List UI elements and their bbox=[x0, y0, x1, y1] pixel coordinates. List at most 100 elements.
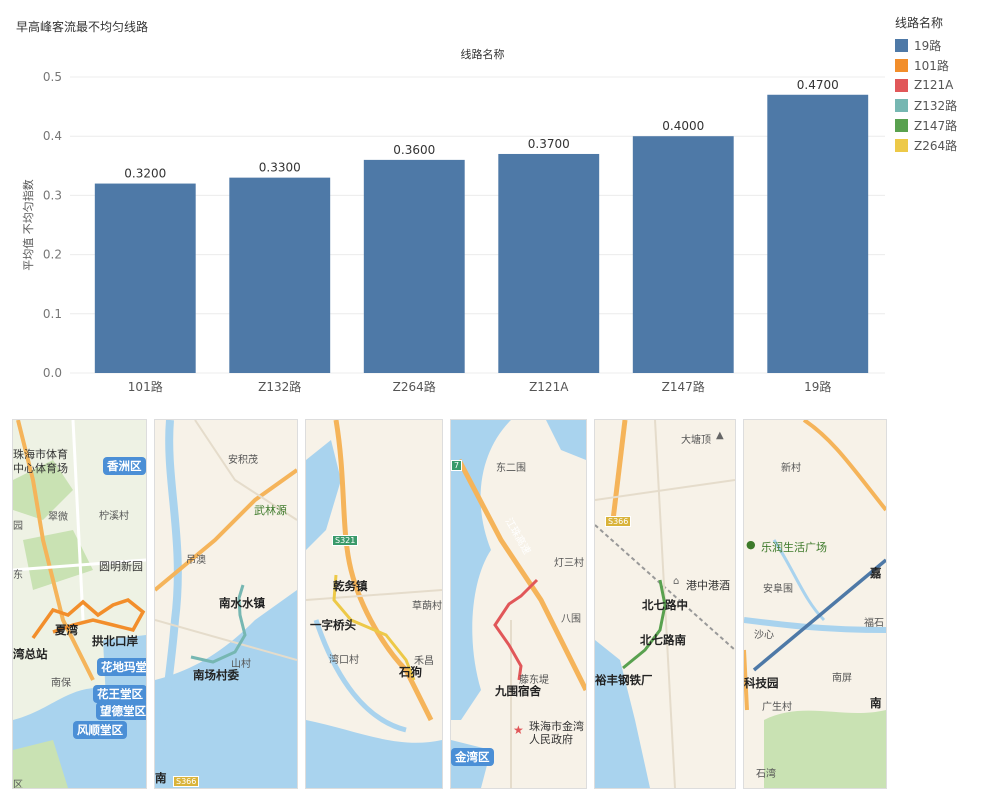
bar-value-label: 0.3200 bbox=[124, 167, 166, 181]
legend-swatch bbox=[895, 118, 908, 132]
y-axis-label: 平均值 不均匀指数 bbox=[21, 179, 35, 271]
map-label: 拱北口岸 bbox=[92, 634, 138, 648]
map-label: 南水水镇 bbox=[219, 596, 265, 610]
legend-label: Z264路 bbox=[914, 138, 958, 153]
map-label: 科技园 bbox=[744, 676, 779, 690]
map-panel-101[interactable]: 珠海市体育 中心体育场 翠微 柠溪村 圆明新园 夏湾 拱北口岸 湾总站 南保 园… bbox=[12, 419, 147, 789]
map-label: 中心体育场 bbox=[13, 462, 68, 475]
district-chip: 花地玛堂 bbox=[97, 658, 146, 676]
legend-item-z132[interactable]: Z132路 bbox=[895, 95, 957, 115]
y-tick-label: 0.5 bbox=[43, 70, 62, 84]
legend-item-z147[interactable]: Z147路 bbox=[895, 115, 957, 135]
legend-label: Z121A bbox=[914, 78, 954, 92]
map-background bbox=[306, 420, 442, 788]
chart-header: 线路名称 bbox=[461, 47, 505, 61]
map-background bbox=[155, 420, 297, 788]
map-label: 柠溪村 bbox=[99, 511, 129, 522]
map-label: 东 bbox=[13, 570, 23, 581]
star-icon: ★ bbox=[513, 723, 524, 737]
map-label: 湾口村 bbox=[329, 655, 359, 666]
map-label: 九围宿舍 bbox=[495, 684, 541, 698]
legend-label: Z132路 bbox=[914, 98, 958, 113]
map-label: 山村 bbox=[231, 659, 251, 670]
bar bbox=[229, 177, 331, 373]
map-panel-19[interactable]: 新村 乐润生活广场 安阜围 嘉 沙心 福石 科技园 南屏 广生村 南 石湾 ● bbox=[743, 419, 887, 789]
bar bbox=[632, 136, 734, 373]
x-tick-label: Z147路 bbox=[662, 379, 705, 394]
route-line-101 bbox=[31, 598, 146, 640]
map-panel-z264[interactable]: 乾务镇 草蓢村 一字桥头 湾口村 禾昌 石狗 S321 bbox=[305, 419, 443, 789]
bar bbox=[498, 153, 600, 373]
y-tick-label: 0.2 bbox=[43, 248, 62, 262]
route-line-z132 bbox=[190, 584, 247, 664]
route-line-z264 bbox=[332, 574, 416, 681]
map-panel-z132[interactable]: 安积茂 武林源 吊澳 南水水镇 南场村委 山村 南 S366 bbox=[154, 419, 298, 789]
road-shield: S366 bbox=[605, 516, 632, 527]
map-label: 广生村 bbox=[762, 702, 792, 713]
legend-swatch bbox=[895, 58, 908, 72]
map-panel-z147[interactable]: 大塘顶 港中港酒 北七路中 北七路南 裕丰钢铁厂 S366 ▲ ⌂ bbox=[594, 419, 736, 789]
map-label: 北七路南 bbox=[640, 633, 686, 647]
map-label: 北七路中 bbox=[642, 598, 688, 612]
map-label: 嘉 bbox=[870, 566, 882, 580]
x-tick-label: Z132路 bbox=[258, 379, 301, 394]
legend-label: 101路 bbox=[914, 58, 949, 73]
map-label: 夏湾 bbox=[55, 623, 78, 637]
map-label: 安阜围 bbox=[763, 584, 793, 595]
map-label: 石狗 bbox=[399, 665, 422, 679]
legend-swatch bbox=[895, 38, 908, 52]
bar-value-label: 0.3600 bbox=[393, 143, 435, 157]
page-title: 早高峰客流最不均匀线路 bbox=[16, 20, 149, 34]
x-tick-label: Z264路 bbox=[393, 379, 436, 394]
legend-item-z121a[interactable]: Z121A bbox=[895, 75, 957, 95]
map-label: 禾昌 bbox=[414, 656, 434, 667]
map-label: 石湾 bbox=[756, 769, 776, 780]
map-label: 南保 bbox=[51, 678, 71, 689]
map-label: 藤东堤 bbox=[519, 675, 549, 686]
hotel-icon: ⌂ bbox=[673, 576, 680, 587]
bar-chart: 线路名称 0.0 0.1 0.2 0.3 0.4 0.5 平均值 不均匀指数 0.3200 101… bbox=[21, 47, 885, 394]
legend-item-z264[interactable]: Z264路 bbox=[895, 135, 957, 155]
bar bbox=[94, 183, 196, 373]
map-label: 南场村委 bbox=[193, 668, 239, 682]
x-tick-label: 101路 bbox=[128, 379, 163, 394]
legend-item-101[interactable]: 101路 bbox=[895, 55, 957, 75]
map-label: 南 bbox=[870, 696, 882, 710]
bar-value-label: 0.3300 bbox=[259, 161, 301, 175]
map-label: 福石 bbox=[864, 618, 884, 629]
map-panel-z121a[interactable]: 东二围 灯三村 八围 九围宿舍 藤东堤 珠海市金湾 人民政府 江珠高速 金湾区 … bbox=[450, 419, 587, 789]
map-label: 草蓢村 bbox=[412, 601, 442, 612]
map-label: 珠海市金湾 bbox=[529, 720, 584, 733]
map-label: 吊澳 bbox=[186, 555, 206, 566]
map-label: 人民政府 bbox=[529, 733, 573, 746]
map-label: 新村 bbox=[781, 463, 801, 474]
road-shield: S321 bbox=[332, 535, 359, 546]
poi-icon: ● bbox=[746, 538, 756, 551]
map-label: 圆明新园 bbox=[99, 560, 143, 573]
map-label: 大塘顶 bbox=[681, 435, 711, 446]
district-chip: 风顺堂区 bbox=[73, 721, 127, 739]
map-label: 湾总站 bbox=[13, 647, 48, 661]
y-tick-label: 0.3 bbox=[43, 188, 62, 202]
y-tick-label: 0.4 bbox=[43, 129, 62, 143]
map-background bbox=[744, 420, 886, 788]
map-label: 灯三村 bbox=[554, 558, 584, 569]
route-line-19 bbox=[752, 558, 886, 672]
district-chip: 望德堂区 bbox=[96, 702, 146, 720]
bar bbox=[767, 94, 869, 373]
map-label: 翠微 bbox=[48, 512, 68, 523]
district-chip: 金湾区 bbox=[451, 748, 494, 766]
map-label: 南 bbox=[155, 771, 167, 785]
y-tick-label: 0.0 bbox=[43, 366, 62, 380]
legend: 线路名称 19路 101路 Z121A Z132路 Z147路 Z264路 bbox=[895, 14, 957, 155]
bar bbox=[363, 159, 465, 373]
bar-value-label: 0.3700 bbox=[528, 137, 570, 151]
map-label: 东二围 bbox=[496, 463, 526, 474]
map-label: 八围 bbox=[561, 614, 581, 625]
legend-item-19[interactable]: 19路 bbox=[895, 35, 957, 55]
bar-value-label: 0.4700 bbox=[797, 78, 839, 92]
legend-label: 19路 bbox=[914, 38, 942, 53]
district-chip: 花王堂区 bbox=[93, 685, 146, 703]
route-line-z121a bbox=[493, 578, 539, 681]
bar-value-label: 0.4000 bbox=[662, 119, 704, 133]
